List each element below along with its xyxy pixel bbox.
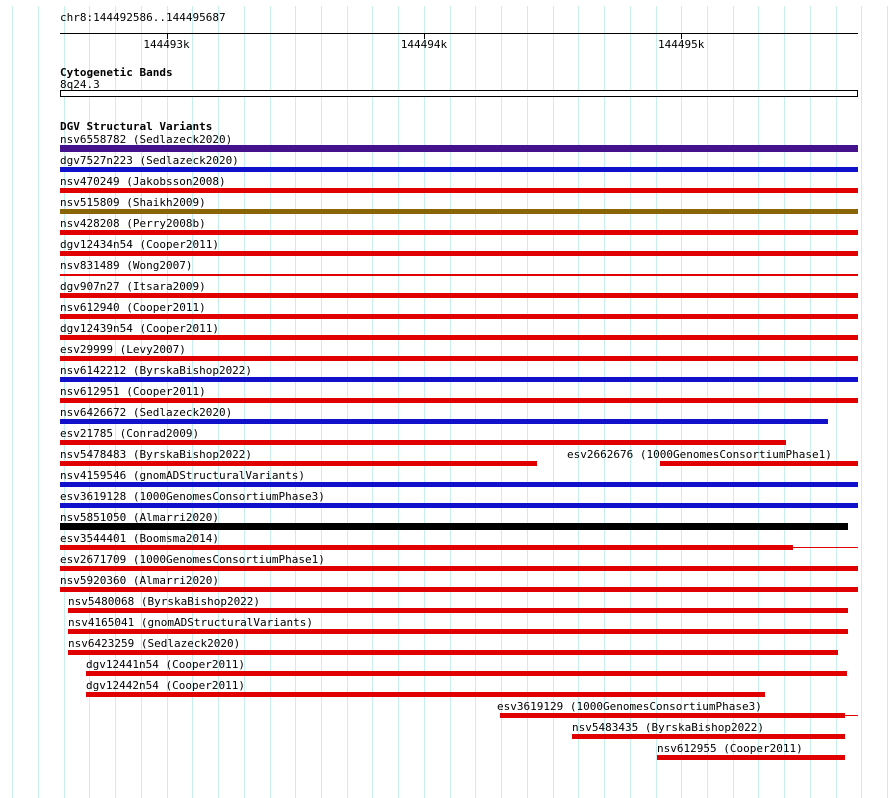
variant-label[interactable]: nsv428208 (Perry2008b) xyxy=(60,217,206,230)
ruler-tick-label: 144495k xyxy=(658,38,705,51)
variant-label[interactable]: nsv831489 (Wong2007) xyxy=(60,259,193,272)
variant-extension-line[interactable] xyxy=(793,547,858,548)
region-label: chr8:144492586..144495687 xyxy=(60,11,226,24)
variant-label[interactable]: esv2662676 (1000GenomesConsortiumPhase1) xyxy=(567,448,832,461)
cytogenetic-band-box[interactable] xyxy=(60,90,858,97)
variant-bar[interactable] xyxy=(500,713,845,718)
variant-label[interactable]: esv3619128 (1000GenomesConsortiumPhase3) xyxy=(60,490,325,503)
variant-bar[interactable] xyxy=(68,608,848,613)
variant-label[interactable]: nsv612951 (Cooper2011) xyxy=(60,385,206,398)
variant-label[interactable]: esv29999 (Levy2007) xyxy=(60,343,186,356)
variant-label[interactable]: esv2671709 (1000GenomesConsortiumPhase1) xyxy=(60,553,325,566)
cytogenetic-band-label: 8q24.3 xyxy=(60,78,100,91)
variant-label[interactable]: esv3619129 (1000GenomesConsortiumPhase3) xyxy=(497,700,762,713)
variant-bar[interactable] xyxy=(86,692,765,697)
variant-label[interactable]: nsv6423259 (Sedlazeck2020) xyxy=(68,637,241,650)
variant-bar[interactable] xyxy=(60,293,858,298)
variant-label[interactable]: dgv12439n54 (Cooper2011) xyxy=(60,322,219,335)
ruler-tick xyxy=(681,33,683,39)
variant-label[interactable]: nsv4165041 (gnomADStructuralVariants) xyxy=(68,616,314,629)
variant-label[interactable]: dgv907n27 (Itsara2009) xyxy=(60,280,206,293)
variant-label[interactable]: nsv5851050 (Almarri2020) xyxy=(60,511,219,524)
variant-bar[interactable] xyxy=(60,523,848,530)
variant-bar[interactable] xyxy=(60,503,858,508)
variant-bar[interactable] xyxy=(60,377,858,382)
variant-bar[interactable] xyxy=(60,335,858,340)
variant-bar[interactable] xyxy=(60,167,858,172)
ruler-tick-label: 144494k xyxy=(400,38,448,51)
variant-bar[interactable] xyxy=(68,629,848,634)
variant-bar[interactable] xyxy=(68,650,838,655)
variant-bar[interactable] xyxy=(60,398,858,403)
variant-label[interactable]: nsv6142212 (ByrskaBishop2022) xyxy=(60,364,253,377)
ruler-tick xyxy=(166,33,168,39)
ruler-tick xyxy=(423,33,425,39)
gridline xyxy=(887,6,889,798)
variant-label[interactable]: nsv5483435 (ByrskaBishop2022) xyxy=(572,721,765,734)
variant-bar[interactable] xyxy=(60,587,858,592)
gridline xyxy=(12,6,14,798)
variant-label[interactable]: dgv7527n223 (Sedlazeck2020) xyxy=(60,154,239,167)
gridline xyxy=(861,6,863,798)
variant-bar[interactable] xyxy=(60,545,793,550)
variant-bar[interactable] xyxy=(60,419,828,424)
variant-bar[interactable] xyxy=(86,671,847,676)
variant-label[interactable]: nsv5478483 (ByrskaBishop2022) xyxy=(60,448,253,461)
variant-bar[interactable] xyxy=(572,734,845,739)
variant-label[interactable]: nsv612940 (Cooper2011) xyxy=(60,301,206,314)
variant-label[interactable]: nsv6426672 (Sedlazeck2020) xyxy=(60,406,233,419)
variant-bar[interactable] xyxy=(60,251,858,256)
variant-label[interactable]: nsv5480068 (ByrskaBishop2022) xyxy=(68,595,261,608)
variant-bar[interactable] xyxy=(60,209,858,214)
variant-extension-line[interactable] xyxy=(845,715,858,716)
ruler-line xyxy=(60,33,858,34)
variant-bar[interactable] xyxy=(60,145,858,152)
variant-label[interactable]: nsv515809 (Shaikh2009) xyxy=(60,196,206,209)
variant-label[interactable]: nsv4159546 (gnomADStructuralVariants) xyxy=(60,469,306,482)
variant-bar[interactable] xyxy=(60,461,537,466)
ruler-tick-label: 144493k xyxy=(143,38,190,51)
variant-bar[interactable] xyxy=(60,356,858,361)
variant-label[interactable]: nsv612955 (Cooper2011) xyxy=(657,742,803,755)
variant-bar[interactable] xyxy=(60,566,858,571)
variant-label[interactable]: nsv6558782 (Sedlazeck2020) xyxy=(60,133,233,146)
variant-bar[interactable] xyxy=(657,755,845,760)
variant-label[interactable]: esv3544401 (Boomsma2014) xyxy=(60,532,219,545)
cytogenetic-bands-header: Cytogenetic Bands xyxy=(60,66,173,79)
variant-bar[interactable] xyxy=(60,440,786,445)
variant-bar[interactable] xyxy=(60,314,858,319)
variant-label[interactable]: nsv5920360 (Almarri2020) xyxy=(60,574,219,587)
variant-bar[interactable] xyxy=(660,461,858,466)
variant-label[interactable]: dgv12441n54 (Cooper2011) xyxy=(86,658,245,671)
variant-bar[interactable] xyxy=(60,230,858,235)
variant-bar[interactable] xyxy=(60,273,858,276)
variant-bar[interactable] xyxy=(60,188,858,193)
dgv-track-header: DGV Structural Variants xyxy=(60,120,213,133)
variant-label[interactable]: dgv12434n54 (Cooper2011) xyxy=(60,238,219,251)
gridline xyxy=(37,6,39,798)
variant-label[interactable]: esv21785 (Conrad2009) xyxy=(60,427,200,440)
variant-bar[interactable] xyxy=(60,482,858,487)
variant-label[interactable]: dgv12442n54 (Cooper2011) xyxy=(86,679,245,692)
variant-label[interactable]: nsv470249 (Jakobsson2008) xyxy=(60,175,226,188)
